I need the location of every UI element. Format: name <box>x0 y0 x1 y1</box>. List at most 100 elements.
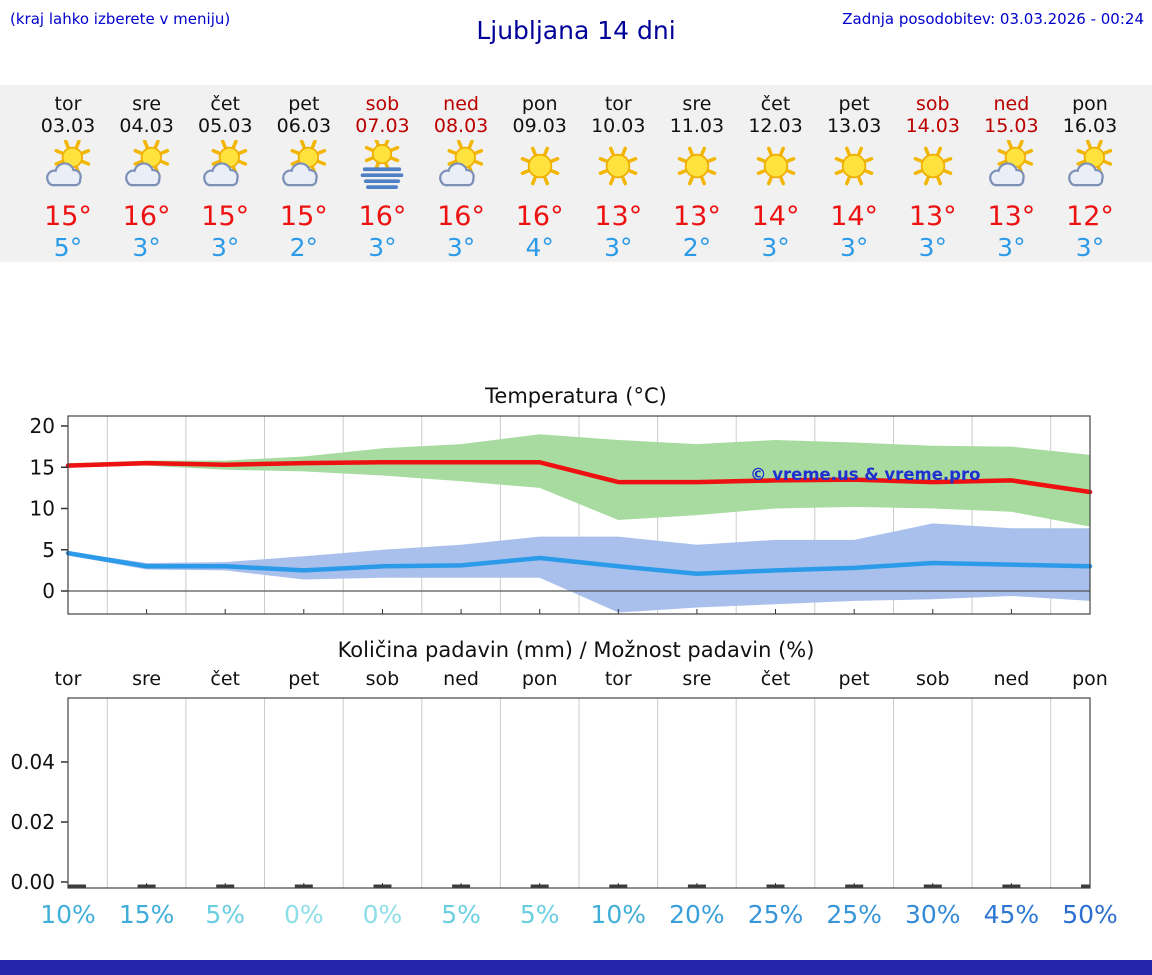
precip-day-label: sob <box>915 668 950 690</box>
low-temp: 4° <box>525 233 554 262</box>
precip-bar <box>68 884 86 888</box>
partly-cloudy-icon <box>26 139 110 194</box>
precip-ytick-label: 0.00 <box>10 870 55 894</box>
high-temp: 15° <box>44 201 92 232</box>
day-date: 05.03 <box>198 115 253 137</box>
precip-day-label: pon <box>1072 668 1108 690</box>
low-temp: 3° <box>839 233 869 262</box>
day-date: 08.03 <box>433 115 489 137</box>
precip-percent: 5% <box>205 900 246 929</box>
day-name: sre <box>682 93 712 115</box>
day-date: 03.03 <box>40 115 96 137</box>
precip-percent: 50% <box>1062 900 1118 929</box>
precip-percent: 5% <box>441 900 481 929</box>
temperature-section: Temperatura (°C) 20 15 10 5 0 © vreme.us & vr… <box>0 384 1152 622</box>
low-temp: 3° <box>997 233 1026 262</box>
low-temp: 5° <box>53 233 83 262</box>
page-header: (kraj lahko izberete v meniju) Ljubljana… <box>0 0 1152 85</box>
high-temp: 16° <box>437 201 485 232</box>
sunny-icon <box>734 140 818 194</box>
sunny-icon <box>891 140 975 194</box>
precip-percent: 0% <box>284 900 324 929</box>
precipitation-section: Količina padavin (mm) / Možnost padavin … <box>0 638 1152 936</box>
high-temp: 15° <box>279 201 328 232</box>
forecast-day[interactable]: pon 09.03 16° 4° <box>498 93 582 262</box>
forecast-day[interactable]: čet 05.03 15° 3° <box>183 93 267 262</box>
day-date: 11.03 <box>669 115 725 137</box>
day-name: sob <box>365 93 400 115</box>
partly-cloudy-icon <box>183 139 267 194</box>
forecast-strip: tor 03.03 15° 5° sre 04.03 16° 3° čet 05.03 15° 3° p… <box>0 85 1152 262</box>
precip-day-label: ned <box>443 668 479 690</box>
precip-percent: 20% <box>669 900 725 929</box>
forecast-day[interactable]: ned 15.03 13° 3° <box>969 93 1053 262</box>
precip-percent: 10% <box>40 900 96 929</box>
day-date: 10.03 <box>591 115 646 137</box>
forecast-day[interactable]: sob 07.03 16° 3° <box>340 93 424 262</box>
day-name: pet <box>288 93 320 115</box>
low-temp: 3° <box>761 233 790 262</box>
precip-percent: 15% <box>118 900 175 929</box>
temp-ytick-label: 5 <box>42 538 55 562</box>
high-temp: 13° <box>908 201 957 232</box>
day-name: sob <box>915 93 950 115</box>
precip-day-label: pet <box>288 668 320 690</box>
low-temp: 3° <box>446 233 476 262</box>
precip-day-labels: tor sre čet pet sob ned pon tor sre čet pet sob ned p… <box>0 668 1152 696</box>
forecast-day[interactable]: ned 08.03 16° 3° <box>419 93 503 262</box>
day-name: čet <box>760 93 791 115</box>
day-name: tor <box>54 93 82 115</box>
precip-bar <box>1081 884 1090 888</box>
precip-day-label: sre <box>682 668 712 690</box>
low-temp: 3° <box>211 233 240 262</box>
high-temp: 13° <box>672 201 721 232</box>
precip-day-label: sob <box>365 668 400 690</box>
partly-cloudy-icon <box>262 139 346 194</box>
forecast-day[interactable]: sob 14.03 13° 3° <box>891 93 975 262</box>
day-date: 06.03 <box>276 115 332 137</box>
forecast-day[interactable]: sre 04.03 16° 3° <box>105 93 189 262</box>
day-date: 14.03 <box>905 115 960 137</box>
temp-ytick-label: 15 <box>30 455 55 479</box>
precip-percent: 5% <box>519 900 560 929</box>
forecast-day[interactable]: pet 13.03 14° 3° <box>812 93 896 262</box>
precip-percent: 25% <box>747 900 804 929</box>
watermark[interactable]: © vreme.us & vreme.pro <box>750 465 980 484</box>
precip-ytick-label: 0.04 <box>10 750 55 774</box>
precip-percent: 0% <box>362 900 403 929</box>
high-temp: 14° <box>830 201 879 232</box>
max-temp-line <box>65 460 1093 495</box>
forecast-day[interactable]: čet 12.03 14° 3° <box>734 93 818 262</box>
precip-percent: 30% <box>904 900 961 929</box>
temp-ytick-label: 0 <box>42 579 55 603</box>
precip-day-label: tor <box>54 668 82 690</box>
day-name: čet <box>210 93 241 115</box>
footer-bar <box>0 960 1152 975</box>
forecast-day[interactable]: pon 16.03 12° 3° <box>1048 93 1132 262</box>
sunny-icon <box>812 140 896 194</box>
high-temp: 13° <box>987 201 1036 232</box>
max-range-band <box>68 434 1090 527</box>
forecast-day[interactable]: pet 06.03 15° 2° <box>262 93 346 262</box>
min-range-band <box>68 523 1090 613</box>
day-date: 12.03 <box>748 115 803 137</box>
low-temp: 2° <box>289 233 319 262</box>
precip-chart: 0.00 0.02 0.04 <box>0 696 1152 896</box>
low-temp: 3° <box>604 233 633 262</box>
day-name: ned <box>993 93 1030 115</box>
precip-day-label: čet <box>760 668 791 690</box>
high-temp: 16° <box>122 201 171 232</box>
day-name: ned <box>443 93 479 115</box>
day-date: 13.03 <box>826 115 882 137</box>
precip-day-label: tor <box>604 668 632 690</box>
low-temp: 3° <box>368 233 397 262</box>
forecast-day[interactable]: sre 11.03 13° 2° <box>655 93 739 262</box>
high-temp: 16° <box>358 201 407 232</box>
forecast-day[interactable]: tor 10.03 13° 3° <box>576 93 660 262</box>
forecast-day[interactable]: tor 03.03 15° 5° <box>26 93 110 262</box>
precip-percent: 25% <box>826 900 882 929</box>
menu-hint: (kraj lahko izberete v meniju) <box>10 10 231 28</box>
partly-cloudy-icon <box>969 139 1053 194</box>
min-temp-line <box>65 550 1093 576</box>
